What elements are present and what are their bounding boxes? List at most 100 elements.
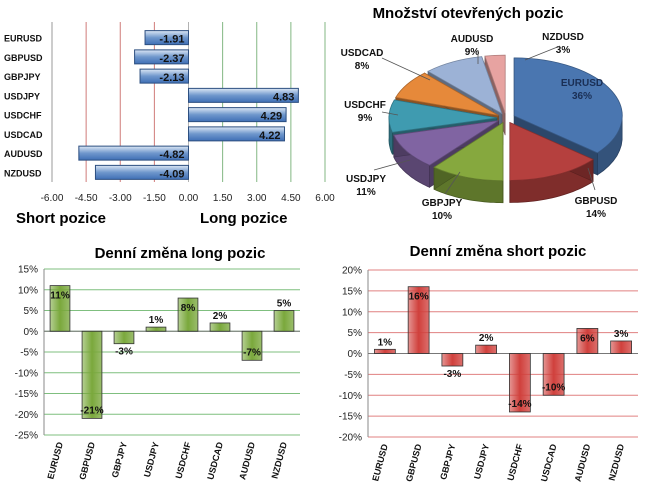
- bar-eurusd: [144, 30, 189, 46]
- category-label: NZDUSD: [607, 442, 626, 481]
- value-label: -4.82: [159, 149, 184, 161]
- y-tick-label: 10%: [18, 285, 38, 296]
- open-positions-pie-chart: Množství otevřených pozic EURUSD 36% GBPUS…: [341, 5, 623, 222]
- bar-usdcad: [188, 126, 286, 142]
- leader-line: [524, 45, 561, 61]
- y-tick-label: -20%: [15, 410, 38, 421]
- bar-gbpjpy: [139, 68, 189, 84]
- bar-audusd: [576, 328, 599, 354]
- x-tick-label: -4.50: [75, 193, 98, 204]
- value-label: 4.22: [259, 130, 280, 142]
- y-tick-label: 20%: [342, 266, 362, 277]
- y-tick-label: 0%: [24, 327, 39, 338]
- y-tick-label: 15%: [342, 286, 362, 297]
- value-label: -2.37: [159, 53, 184, 65]
- pie-value-eurusd: 36%: [572, 91, 592, 102]
- short-change-chart: Denní změna short pozic 20% 15% 10% 5% 0% -5%…: [339, 243, 638, 483]
- category-label: USDJPY: [472, 443, 491, 480]
- pie-value-usdcad: 8%: [355, 61, 370, 72]
- bar-usdjpy: [145, 326, 167, 332]
- bar-usdcad: [209, 322, 231, 332]
- category-label: GBPJPY: [438, 443, 457, 481]
- pie-label-usdjpy: USDJPY: [346, 174, 386, 185]
- pie-label-usdchf: USDCHF: [344, 100, 386, 111]
- pie-label-audusd: AUDUSD: [451, 34, 494, 45]
- bar-usdchf: [188, 107, 287, 123]
- value-label: -4.09: [159, 168, 184, 180]
- x-tick-label: -6.00: [41, 193, 64, 204]
- value-label: 4.29: [261, 111, 282, 123]
- x-tick-label: -1.50: [143, 193, 166, 204]
- bar-audusd: [78, 145, 189, 161]
- category-label: USDCHF: [505, 442, 524, 481]
- bar-nzdusd: [610, 340, 632, 354]
- y-tick-label: 5%: [24, 306, 39, 317]
- value-label: -21%: [80, 405, 103, 416]
- x-tick-label: -3.00: [109, 193, 132, 204]
- category-label: AUDUSD: [237, 440, 257, 480]
- bar-usdjpy: [475, 344, 497, 354]
- bar-gbpjpy: [113, 330, 135, 345]
- pie-value-gbpjpy: 10%: [432, 211, 452, 222]
- long-change-chart: Denní změna long pozic 15% 10% 5% 0% -5% -10%…: [15, 245, 300, 481]
- category-label: GBPUSD: [404, 442, 424, 482]
- long-positions-label: Long pozice: [200, 210, 288, 227]
- pie-label-usdcad: USDCAD: [341, 48, 384, 59]
- bar-gbpusd: [81, 330, 103, 419]
- leader-line: [444, 171, 461, 195]
- category-label: AUDUSD: [4, 149, 43, 159]
- short-positions-label: Short pozice: [16, 210, 106, 227]
- category-label: EURUSD: [45, 440, 65, 480]
- x-tick-label: 3.00: [247, 193, 267, 204]
- leader-line: [587, 167, 596, 191]
- category-label: USDJPY: [4, 91, 40, 101]
- value-label: -1.91: [159, 34, 184, 46]
- value-label: 11%: [50, 291, 70, 302]
- short-change-title: Denní změna short pozic: [410, 243, 587, 260]
- category-label: NZDUSD: [270, 440, 289, 479]
- category-label: USDCHF: [4, 111, 42, 121]
- y-tick-label: 0%: [348, 349, 363, 360]
- category-label: USDCAD: [539, 442, 559, 482]
- y-tick-label: 10%: [342, 307, 362, 318]
- pie-label-gbpusd: GBPUSD: [575, 196, 618, 207]
- category-label: NZDUSD: [4, 168, 42, 178]
- bar-usdcad: [542, 353, 565, 396]
- bar-gbpjpy: [441, 353, 464, 367]
- x-tick-label: 1.50: [213, 193, 233, 204]
- bar-eurusd: [49, 285, 71, 332]
- category-label: USDCAD: [4, 130, 43, 140]
- slice-gbpusd: [509, 121, 594, 203]
- value-label: 1%: [378, 337, 393, 348]
- y-tick-label: 5%: [348, 328, 363, 339]
- y-tick-label: -20%: [339, 433, 362, 444]
- pie-chart-title: Množství otevřených pozic: [373, 5, 564, 22]
- value-label: 3%: [614, 329, 629, 340]
- value-label: 2%: [213, 311, 228, 322]
- y-tick-label: -15%: [15, 389, 38, 400]
- category-label: USDCAD: [205, 440, 225, 480]
- pie-value-gbpusd: 14%: [586, 209, 606, 220]
- category-label: GBPUSD: [4, 53, 43, 63]
- bar-eurusd: [374, 348, 396, 354]
- value-label: 4.83: [273, 91, 294, 103]
- category-label: EURUSD: [4, 34, 43, 44]
- value-label: 5%: [277, 299, 292, 310]
- x-tick-label: 4.50: [281, 193, 301, 204]
- value-label: 6%: [580, 333, 595, 344]
- leader-line: [373, 159, 411, 171]
- pie-value-nzdusd: 3%: [556, 45, 571, 56]
- y-tick-label: -10%: [15, 368, 38, 379]
- bar-gbpusd: [134, 49, 190, 65]
- y-tick-label: -25%: [15, 431, 38, 442]
- pie-label-eurusd: EURUSD: [561, 78, 603, 89]
- pie-value-audusd: 9%: [465, 47, 480, 58]
- bar-audusd: [241, 330, 263, 361]
- value-label: 1%: [149, 315, 164, 326]
- y-tick-label: -5%: [344, 370, 362, 381]
- leader-line: [381, 111, 399, 116]
- bar-gbpusd: [407, 286, 430, 354]
- bar-usdchf: [177, 297, 199, 332]
- category-label: AUDUSD: [573, 442, 593, 482]
